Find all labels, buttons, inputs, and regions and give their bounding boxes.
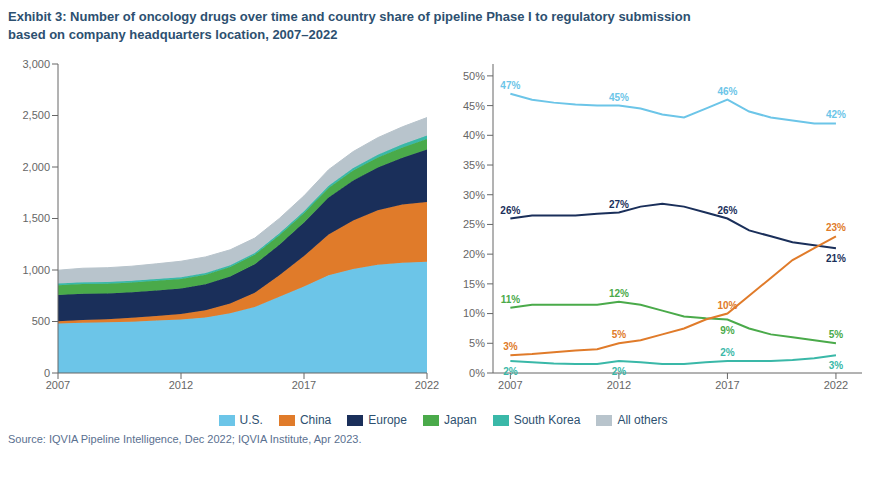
html-text:Source: IQVIA Pipeline Intelli: Source: IQVIA Pipeline Intelligence, Dec… <box>8 433 362 445</box>
svg-text:2022: 2022 <box>415 379 439 391</box>
svg-text:20%: 20% <box>463 248 485 260</box>
svg-text:1,500: 1,500 <box>22 212 50 224</box>
html-text:All others: All others <box>617 413 668 427</box>
html-text:South Korea: South Korea <box>513 413 581 427</box>
svg-text:27%: 27% <box>609 199 629 210</box>
html-text:China: China <box>299 413 332 427</box>
svg-text:500: 500 <box>32 315 50 327</box>
svg-text:2,500: 2,500 <box>22 109 50 121</box>
svg-text:23%: 23% <box>826 222 846 233</box>
svg-text:0%: 0% <box>469 367 485 379</box>
svg-text:12%: 12% <box>609 288 629 299</box>
svg-text:2007: 2007 <box>498 379 522 391</box>
svg-text:10%: 10% <box>717 300 737 311</box>
svg-text:30%: 30% <box>463 189 485 201</box>
svg-text:3,000: 3,000 <box>22 58 50 70</box>
svg-text:2012: 2012 <box>607 379 631 391</box>
svg-text:2%: 2% <box>720 347 735 358</box>
html-text:Europe: Europe <box>368 413 407 427</box>
svg-text:5%: 5% <box>612 329 627 340</box>
svg-text:2,000: 2,000 <box>22 161 50 173</box>
svg-text:2%: 2% <box>612 366 627 377</box>
svg-text:2022: 2022 <box>824 379 848 391</box>
svg-text:3%: 3% <box>829 360 844 371</box>
svg-text:2%: 2% <box>503 366 518 377</box>
svg-text:21%: 21% <box>826 253 846 264</box>
svg-text:2017: 2017 <box>292 379 316 391</box>
svg-text:46%: 46% <box>717 86 737 97</box>
html-text:U.S.: U.S. <box>239 413 263 427</box>
html-text:Exhibit 3: Number of oncology: Exhibit 3: Number of oncology drugs over… <box>8 9 691 24</box>
svg-text:35%: 35% <box>463 159 485 171</box>
svg-text:45%: 45% <box>609 92 629 103</box>
svg-text:11%: 11% <box>501 294 521 305</box>
svg-text:45%: 45% <box>463 100 485 112</box>
html-text:Japan: Japan <box>444 413 477 427</box>
svg-text:2017: 2017 <box>715 379 739 391</box>
svg-text:25%: 25% <box>463 218 485 230</box>
svg-text:26%: 26% <box>500 205 520 216</box>
svg-text:2012: 2012 <box>169 379 193 391</box>
html-text:based on company headquarters: based on company headquarters location, … <box>8 27 338 42</box>
svg-text:15%: 15% <box>463 278 485 290</box>
svg-text:2007: 2007 <box>46 379 70 391</box>
svg-text:10%: 10% <box>463 307 485 319</box>
svg-text:9%: 9% <box>720 325 735 336</box>
svg-text:5%: 5% <box>829 329 844 340</box>
svg-text:50%: 50% <box>463 70 485 82</box>
svg-text:3%: 3% <box>503 341 518 352</box>
svg-text:26%: 26% <box>717 205 737 216</box>
svg-text:0: 0 <box>44 367 50 379</box>
svg-text:47%: 47% <box>500 80 520 91</box>
svg-text:42%: 42% <box>826 109 846 120</box>
svg-text:40%: 40% <box>463 129 485 141</box>
svg-text:5%: 5% <box>469 337 485 349</box>
svg-text:1,000: 1,000 <box>22 264 50 276</box>
